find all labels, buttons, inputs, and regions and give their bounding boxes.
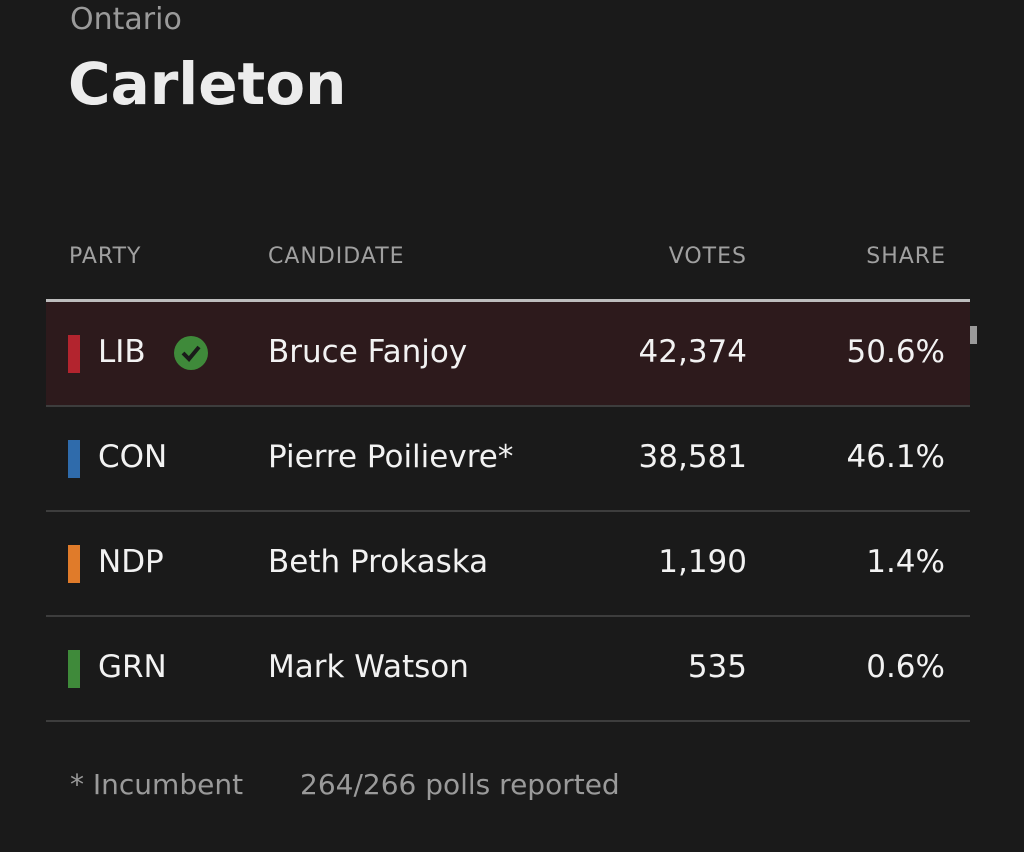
column-header: SHARE [866, 244, 946, 269]
column-header: CANDIDATE [268, 244, 405, 269]
party: CON [98, 439, 168, 475]
share: 50.6% [846, 334, 945, 370]
party-color [68, 440, 80, 478]
candidate: Mark Watson [268, 649, 469, 685]
party: GRN [98, 649, 167, 685]
polls-reported: 264/266 polls reported [300, 768, 620, 801]
column-header: VOTES [668, 244, 747, 269]
share: 0.6% [866, 649, 945, 685]
result-row: NDP Beth Prokaska 1,190 1.4% [46, 512, 970, 617]
region: Ontario [70, 2, 182, 37]
share: 1.4% [866, 544, 945, 580]
votes: 535 [687, 649, 747, 685]
candidate: Beth Prokaska [268, 544, 489, 580]
votes: 42,374 [638, 334, 747, 370]
votes: 1,190 [658, 544, 747, 580]
scrollbar [970, 326, 977, 344]
footnote: * Incumbent [70, 768, 244, 801]
column-header: PARTY [69, 244, 142, 269]
winner-check [173, 335, 209, 371]
result-row: LIB Bruce Fanjoy 42,374 50.6% [46, 302, 970, 407]
result-row: GRN Mark Watson 535 0.6% [46, 617, 970, 722]
riding-title: Carleton [68, 50, 347, 118]
share: 46.1% [846, 439, 945, 475]
party: NDP [98, 544, 164, 580]
candidate: Bruce Fanjoy [268, 334, 468, 370]
party: LIB [98, 334, 146, 370]
party-color [68, 335, 80, 373]
check-icon [174, 336, 208, 370]
party-color [68, 545, 80, 583]
party-color [68, 650, 80, 688]
candidate: Pierre Poilievre* [268, 439, 514, 475]
header-divider [46, 299, 970, 302]
votes: 38,581 [638, 439, 747, 475]
result-row: CON Pierre Poilievre* 38,581 46.1% [46, 407, 970, 512]
